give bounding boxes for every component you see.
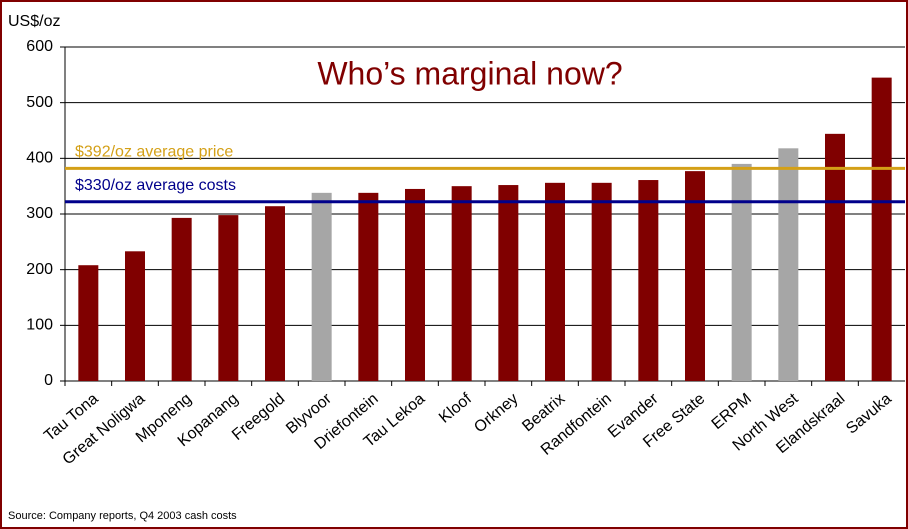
bar xyxy=(778,148,799,381)
bar xyxy=(731,163,752,381)
y-tick-label: 300 xyxy=(26,205,53,222)
source-note: Source: Company reports, Q4 2003 cash co… xyxy=(8,510,237,522)
bar xyxy=(171,217,192,381)
bar xyxy=(451,186,472,381)
bar xyxy=(78,265,99,381)
y-tick-label: 0 xyxy=(44,372,53,389)
bar xyxy=(591,182,612,381)
bar xyxy=(638,180,659,381)
bar xyxy=(358,192,379,381)
bar xyxy=(311,192,332,381)
y-tick-label: 200 xyxy=(26,261,53,278)
bar xyxy=(545,182,565,381)
y-tick-label: 600 xyxy=(26,38,53,55)
bar xyxy=(871,77,892,381)
bar xyxy=(265,206,285,381)
bar xyxy=(218,215,239,381)
y-tick-label: 500 xyxy=(26,94,53,111)
bar xyxy=(825,133,845,381)
reference-label: $392/oz average price xyxy=(75,144,233,161)
y-axis-label: US$/oz xyxy=(8,13,60,30)
bar xyxy=(685,171,705,381)
chart-title: Who’s marginal now? xyxy=(317,55,622,91)
bar xyxy=(405,188,425,381)
bar xyxy=(125,251,145,381)
reference-label: $330/oz average costs xyxy=(75,177,236,194)
y-tick-label: 400 xyxy=(26,150,53,167)
bar xyxy=(498,185,519,381)
y-tick-label: 100 xyxy=(26,317,53,334)
